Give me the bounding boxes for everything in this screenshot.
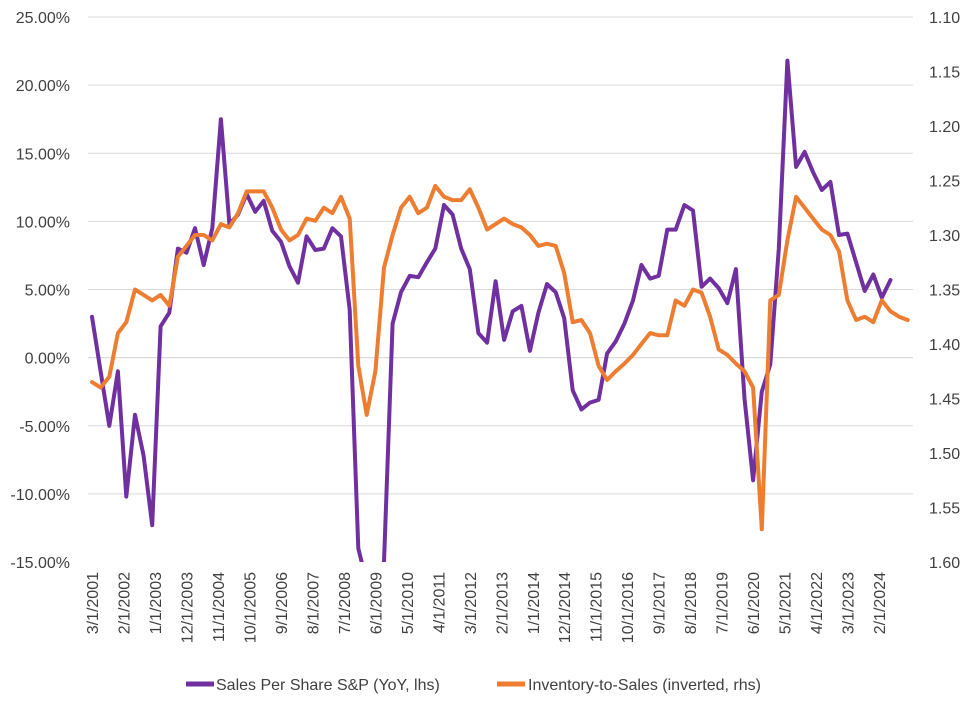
x-axis-tick-label: 10/1/2016 xyxy=(620,572,637,643)
left-axis-tick-label: 15.00% xyxy=(16,146,70,163)
x-axis-tick-label: 8/1/2007 xyxy=(305,572,322,634)
series-line-inventory-to-sales xyxy=(90,183,910,532)
x-axis-tick-label: 1/1/2014 xyxy=(526,572,543,634)
left-axis-tick-label: 5.00% xyxy=(25,283,70,300)
right-axis-tick-label: 1.60 xyxy=(929,555,960,572)
x-axis-tick-label: 12/1/2014 xyxy=(557,572,574,643)
right-axis-tick-label: 1.35 xyxy=(929,283,960,300)
right-axis-tick-label: 1.10 xyxy=(929,10,960,27)
right-axis-ticks: 1.10 1.15 1.20 1.25 1.30 1.35 1.40 1.45 1.50 1.55… xyxy=(929,10,960,572)
right-axis-tick-label: 1.45 xyxy=(929,392,960,409)
x-axis-tick-label: 6/1/2020 xyxy=(746,572,763,634)
x-axis-tick-label: 7/1/2019 xyxy=(715,572,732,634)
x-axis-tick-label: 11/1/2015 xyxy=(589,572,606,642)
right-axis-tick-label: 1.25 xyxy=(929,174,960,191)
left-axis-tick-label: 25.00% xyxy=(16,10,70,27)
x-axis-tick-label: 9/1/2017 xyxy=(652,572,669,634)
x-axis-tick-label: 2/1/2024 xyxy=(872,572,889,634)
x-axis-tick-label: 5/1/2010 xyxy=(400,572,417,634)
left-axis-tick-label: 10.00% xyxy=(16,214,70,231)
x-axis-tick-label: 8/1/2018 xyxy=(683,572,700,634)
legend-label-inventory-to-sales: Inventory-to-Sales (inverted, rhs) xyxy=(528,677,761,694)
right-axis-tick-label: 1.30 xyxy=(929,228,960,245)
x-axis-tick-label: 6/1/2009 xyxy=(368,572,385,634)
left-axis-tick-label: 20.00% xyxy=(16,78,70,95)
series-layer xyxy=(90,58,910,562)
legend-item-sales-per-share: Sales Per Share S&P (YoY, lhs) xyxy=(186,677,440,694)
left-axis-tick-label: -5.00% xyxy=(19,419,70,436)
right-axis-tick-label: 1.20 xyxy=(929,119,960,136)
x-axis-tick-label: 4/1/2011 xyxy=(431,572,448,633)
x-axis-tick-label: 5/1/2021 xyxy=(778,572,795,634)
x-axis-tick-label: 10/1/2005 xyxy=(242,572,259,643)
x-axis-tick-label: 3/1/2001 xyxy=(85,572,102,634)
legend: Sales Per Share S&P (YoY, lhs) Inventory… xyxy=(186,677,761,694)
x-axis-tick-label: 1/1/2003 xyxy=(148,572,165,634)
legend-label-sales-per-share: Sales Per Share S&P (YoY, lhs) xyxy=(216,677,440,694)
x-axis-tick-label: 9/1/2006 xyxy=(274,572,291,634)
left-axis-ticks: 25.00% 20.00% 15.00% 10.00% 5.00% 0.00% -5.00%… xyxy=(10,10,70,572)
x-axis-tick-label: 2/1/2002 xyxy=(117,572,134,634)
right-axis-tick-label: 1.50 xyxy=(929,446,960,463)
x-axis-tick-label: 2/1/2013 xyxy=(494,572,511,634)
legend-item-inventory-to-sales: Inventory-to-Sales (inverted, rhs) xyxy=(497,677,761,694)
x-axis-tick-label: 4/1/2022 xyxy=(809,572,826,634)
x-axis-tick-label: 11/1/2004 xyxy=(211,572,228,642)
x-axis-tick-label: 7/1/2008 xyxy=(337,572,354,634)
x-axis-tick-label: 3/1/2012 xyxy=(463,572,480,634)
left-axis-tick-label: -15.00% xyxy=(10,555,70,572)
x-axis-tick-label: 12/1/2003 xyxy=(179,572,196,643)
left-axis-tick-label: -10.00% xyxy=(10,487,70,504)
right-axis-tick-label: 1.55 xyxy=(929,501,960,518)
right-axis-tick-label: 1.15 xyxy=(929,65,960,82)
x-axis-ticks: 3/1/2001 2/1/2002 1/1/2003 12/1/2003 11/1/20… xyxy=(85,572,889,643)
left-axis-tick-label: 0.00% xyxy=(25,351,70,368)
right-axis-tick-label: 1.40 xyxy=(929,337,960,354)
x-axis-tick-label: 3/1/2023 xyxy=(840,572,857,634)
